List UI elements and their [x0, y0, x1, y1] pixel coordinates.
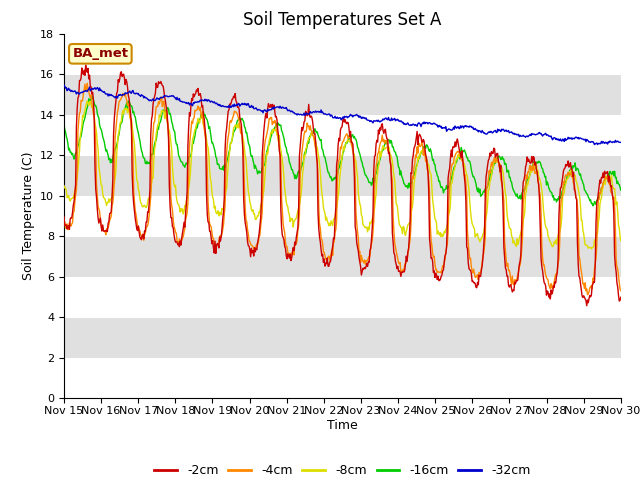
Bar: [64, 155, 621, 196]
X-axis label: Time: Time: [327, 419, 358, 432]
Bar: [64, 74, 621, 115]
Text: BA_met: BA_met: [72, 48, 129, 60]
Bar: [64, 236, 621, 277]
Bar: [64, 317, 621, 358]
Title: Soil Temperatures Set A: Soil Temperatures Set A: [243, 11, 442, 29]
Y-axis label: Soil Temperature (C): Soil Temperature (C): [22, 152, 35, 280]
Legend: -2cm, -4cm, -8cm, -16cm, -32cm: -2cm, -4cm, -8cm, -16cm, -32cm: [150, 459, 535, 480]
